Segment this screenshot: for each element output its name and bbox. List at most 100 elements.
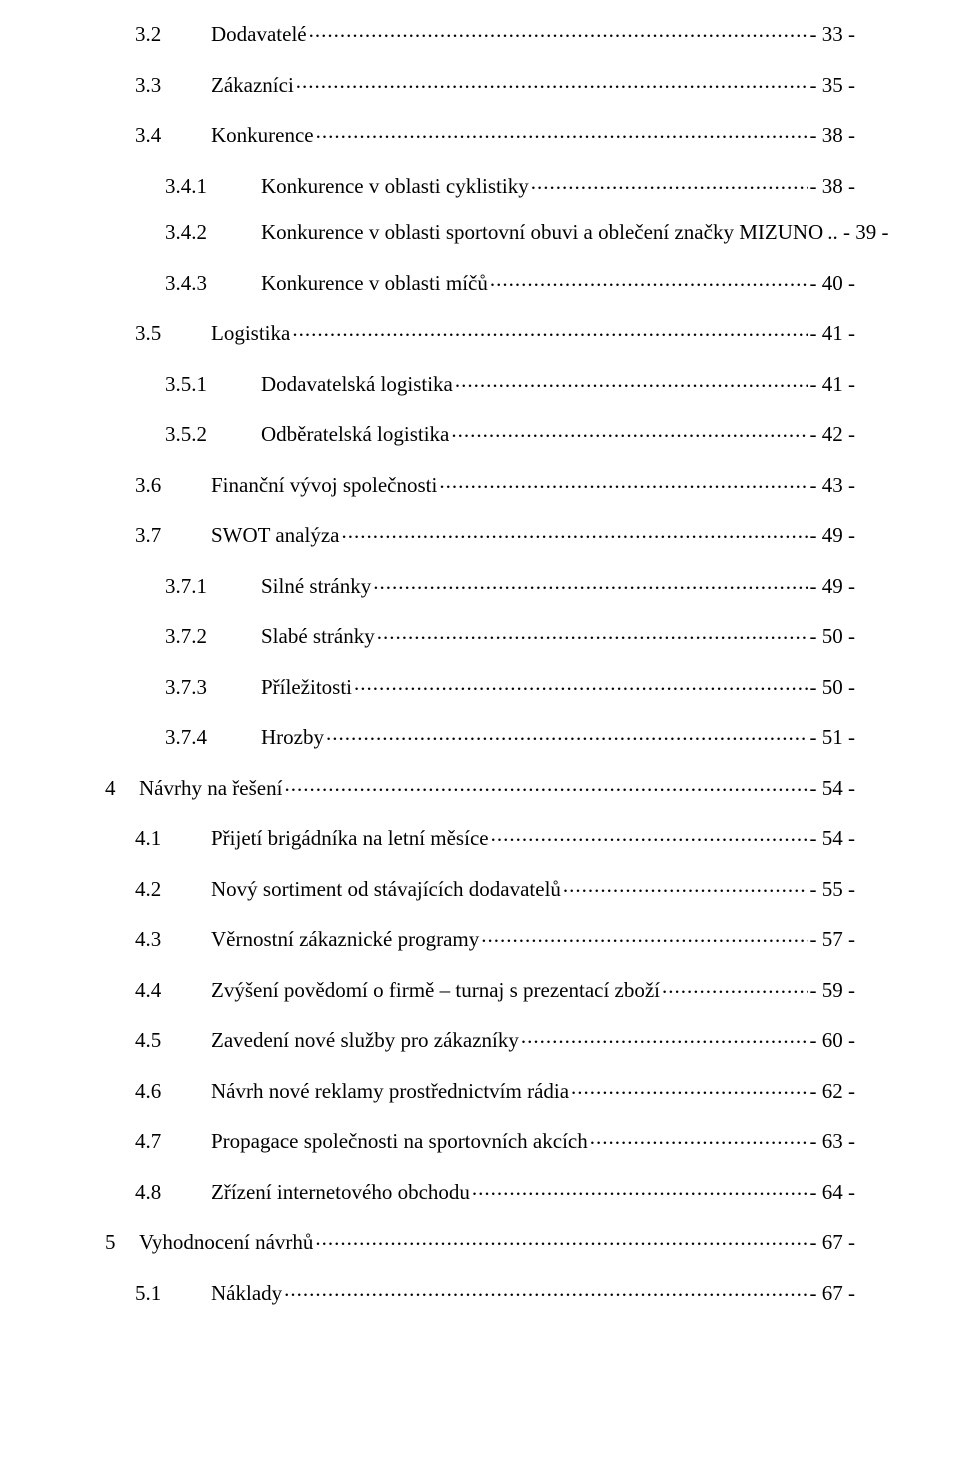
toc-leader-dots xyxy=(491,824,808,845)
toc-entry-number: 4 xyxy=(105,778,139,799)
toc-entry-page: - 49 - xyxy=(810,576,856,597)
toc-entry-number: 3.7.3 xyxy=(165,677,261,698)
toc-entry-title: Konkurence v oblasti míčů xyxy=(261,273,488,294)
toc-entry-number: 4.7 xyxy=(135,1131,211,1152)
toc-entry: 3.2Dodavatelé- 33 - xyxy=(105,20,855,45)
toc-entry-page: - 41 - xyxy=(810,374,856,395)
toc-entry-title: SWOT analýza xyxy=(211,525,339,546)
toc-entry: 4.3Věrnostní zákaznické programy- 57 - xyxy=(105,925,855,950)
toc-leader-dots xyxy=(309,20,808,41)
toc-entry-page: - 38 - xyxy=(810,176,856,197)
toc-entry-page: - 35 - xyxy=(810,75,856,96)
toc-leader-dots xyxy=(563,875,808,896)
toc-entry-number: 3.4.2 xyxy=(165,222,261,243)
toc-entry-title: Vyhodnocení návrhů xyxy=(139,1232,313,1253)
toc-entry-title: Návrhy na řešení xyxy=(139,778,282,799)
table-of-contents: 3.2Dodavatelé- 33 -3.3Zákazníci- 35 -3.4… xyxy=(105,20,855,1304)
toc-entry-number: 3.6 xyxy=(135,475,211,496)
toc-leader-dots xyxy=(481,925,807,946)
toc-entry-title: Zvýšení povědomí o firmě – turnaj s prez… xyxy=(211,980,660,1001)
toc-entry: 4.2Nový sortiment od stávajících dodavat… xyxy=(105,875,855,900)
toc-entry-number: 3.4.1 xyxy=(165,176,261,197)
toc-leader-dots xyxy=(316,121,808,142)
toc-leader-dots xyxy=(590,1127,808,1148)
toc-entry-number: 4.5 xyxy=(135,1030,211,1051)
toc-entry-title: Přijetí brigádníka na letní měsíce xyxy=(211,828,489,849)
toc-entry-number: 4.1 xyxy=(135,828,211,849)
toc-entry: 3.5Logistika- 41 - xyxy=(105,319,855,344)
toc-entry: 4.5Zavedení nové služby pro zákazníky - 6… xyxy=(105,1026,855,1051)
toc-entry-page: - 50 - xyxy=(810,677,856,698)
toc-entry-title: Konkurence v oblasti sportovní obuvi a o… xyxy=(261,222,823,243)
toc-entry: 3.5.2Odběratelská logistika- 42 - xyxy=(105,420,855,445)
toc-leader-dots xyxy=(472,1178,808,1199)
toc-entry: 3.4.1Konkurence v oblasti cyklistiky - 38… xyxy=(105,172,855,197)
toc-entry-page: - 49 - xyxy=(810,525,856,546)
toc-entry-title: Příležitosti xyxy=(261,677,352,698)
toc-leader-dots xyxy=(296,71,808,92)
toc-entry: 4.6Návrh nové reklamy prostřednictvím rá… xyxy=(105,1077,855,1102)
toc-entry: 3.4.2Konkurence v oblasti sportovní obuv… xyxy=(105,222,855,243)
toc-entry: 3.5.1Dodavatelská logistika - 41 - xyxy=(105,370,855,395)
toc-entry-page: - 43 - xyxy=(810,475,856,496)
toc-entry-title: Konkurence xyxy=(211,125,314,146)
toc-entry-number: 3.5 xyxy=(135,323,211,344)
toc-entry-page: - 60 - xyxy=(810,1030,856,1051)
toc-entry: 5Vyhodnocení návrhů- 67 - xyxy=(105,1228,855,1253)
toc-leader-dots xyxy=(326,723,808,744)
toc-entry-number: 3.2 xyxy=(135,24,211,45)
toc-entry: 4Návrhy na řešení- 54 - xyxy=(105,774,855,799)
toc-entry: 4.8Zřízení internetového obchodu- 64 - xyxy=(105,1178,855,1203)
toc-leader-dots xyxy=(315,1228,807,1249)
toc-entry-page: - 64 - xyxy=(810,1182,856,1203)
toc-entry: 5.1Náklady- 67 - xyxy=(105,1279,855,1304)
toc-entry-page: - 67 - xyxy=(810,1232,856,1253)
toc-leader-dots xyxy=(373,572,807,593)
toc-leader-dots xyxy=(521,1026,808,1047)
toc-entry: 3.4.3Konkurence v oblasti míčů - 40 - xyxy=(105,269,855,294)
toc-entry-title: Zřízení internetového obchodu xyxy=(211,1182,470,1203)
toc-entry: 3.7.2Slabé stránky- 50 - xyxy=(105,622,855,647)
toc-entry-number: 3.7.2 xyxy=(165,626,261,647)
toc-entry-page: - 63 - xyxy=(810,1131,856,1152)
toc-leader-dots xyxy=(354,673,808,694)
toc-leader-dots xyxy=(439,471,807,492)
toc-entry-title: Náklady xyxy=(211,1283,282,1304)
toc-entry-title: Silné stránky xyxy=(261,576,371,597)
toc-entry: 3.7.4Hrozby- 51 - xyxy=(105,723,855,748)
toc-entry-number: 3.5.1 xyxy=(165,374,261,395)
toc-entry-title: Propagace společnosti na sportovních akc… xyxy=(211,1131,588,1152)
toc-entry-page: - 54 - xyxy=(810,828,856,849)
toc-leader-dots xyxy=(292,319,807,340)
toc-entry-page: - 55 - xyxy=(810,879,856,900)
toc-leader-dots xyxy=(490,269,808,290)
toc-entry-title: Odběratelská logistika xyxy=(261,424,449,445)
toc-leader-dots xyxy=(284,774,807,795)
toc-entry-page: - 40 - xyxy=(810,273,856,294)
toc-entry-number: 4.6 xyxy=(135,1081,211,1102)
toc-entry-title: Věrnostní zákaznické programy xyxy=(211,929,479,950)
toc-entry-title: Konkurence v oblasti cyklistiky xyxy=(261,176,529,197)
toc-leader-dots xyxy=(451,420,807,441)
toc-entry-number: 3.7.4 xyxy=(165,727,261,748)
toc-entry-page: - 67 - xyxy=(810,1283,856,1304)
toc-entry-number: 3.7 xyxy=(135,525,211,546)
toc-entry-number: 3.3 xyxy=(135,75,211,96)
toc-leader-dots xyxy=(662,976,807,997)
toc-entry-title: Nový sortiment od stávajících dodavatelů xyxy=(211,879,561,900)
toc-entry-page: - 59 - xyxy=(810,980,856,1001)
toc-leader-dots xyxy=(341,521,807,542)
toc-entry-number: 4.2 xyxy=(135,879,211,900)
toc-entry-page: .. - 39 - xyxy=(827,222,888,243)
toc-entry: 4.7Propagace společnosti na sportovních … xyxy=(105,1127,855,1152)
toc-leader-dots xyxy=(455,370,808,391)
toc-entry: 3.7.3Příležitosti - 50 - xyxy=(105,673,855,698)
toc-entry: 4.1Přijetí brigádníka na letní měsíce - 5… xyxy=(105,824,855,849)
toc-entry-title: Zavedení nové služby pro zákazníky xyxy=(211,1030,519,1051)
toc-entry-title: Hrozby xyxy=(261,727,324,748)
toc-entry-title: Dodavatelé xyxy=(211,24,307,45)
toc-entry-number: 3.4.3 xyxy=(165,273,261,294)
toc-entry: 3.4Konkurence- 38 - xyxy=(105,121,855,146)
toc-entry-title: Dodavatelská logistika xyxy=(261,374,453,395)
toc-entry-title: Slabé stránky xyxy=(261,626,375,647)
